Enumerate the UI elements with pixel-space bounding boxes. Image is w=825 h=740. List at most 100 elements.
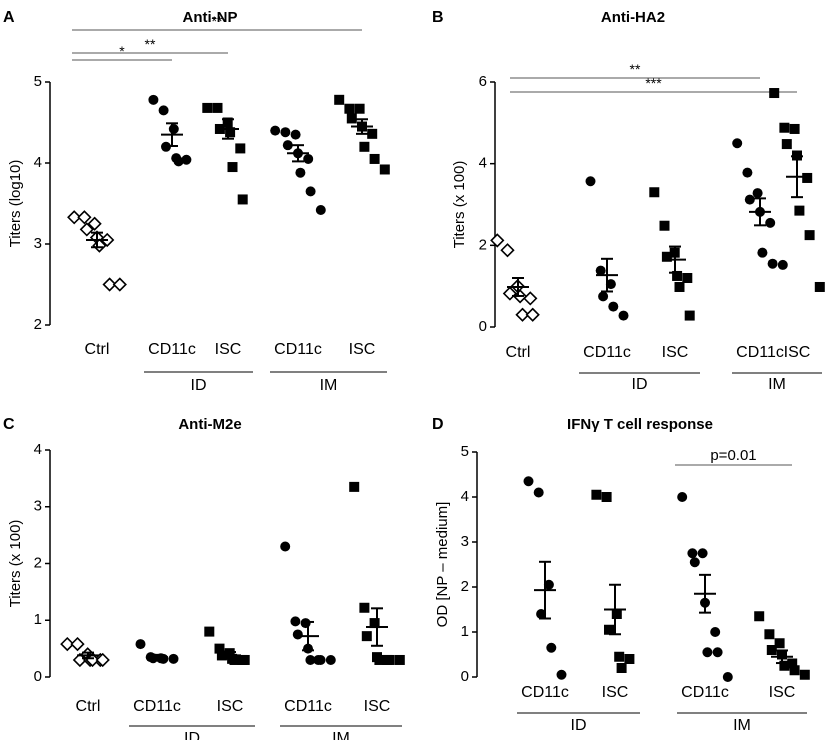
data-point-square	[799, 669, 810, 680]
data-point-circle	[270, 125, 281, 136]
significance-label: **	[212, 13, 223, 29]
data-point-diamond	[102, 277, 117, 292]
data-point-circle	[536, 609, 547, 619]
y-axis-label: Titers (x 100)	[451, 161, 468, 249]
data-point-circle	[303, 153, 314, 164]
x-tick-label: ISC	[349, 341, 376, 358]
data-point-circle	[585, 176, 596, 187]
y-tick-label: 4	[34, 154, 42, 171]
data-point-circle	[282, 140, 293, 151]
group-label: ID	[571, 717, 587, 734]
data-point-circle	[687, 548, 698, 559]
data-point-diamond	[67, 210, 82, 225]
data-point-circle	[556, 669, 567, 680]
data-point-circle	[305, 186, 316, 197]
data-point-square	[235, 143, 246, 154]
data-point-diamond	[70, 636, 85, 652]
data-point-square	[374, 654, 385, 665]
data-point-circle	[305, 654, 316, 665]
chart-title: Anti-NP	[183, 9, 238, 26]
data-point-square	[774, 638, 785, 649]
panel-letter: A	[3, 9, 15, 26]
data-point-circle	[135, 639, 146, 650]
x-tick-label: ISC	[769, 684, 796, 701]
x-tick-label: ISC	[784, 344, 811, 361]
data-point-square	[779, 660, 790, 671]
data-point-circle	[712, 647, 723, 658]
data-point-circle	[608, 301, 619, 312]
x-tick-label: CD11c	[133, 698, 181, 715]
data-point-square	[814, 281, 825, 292]
data-point-square	[361, 631, 372, 642]
data-point-circle	[300, 618, 311, 629]
data-point-square	[779, 122, 790, 133]
data-point-circle	[732, 138, 743, 149]
data-point-square	[384, 654, 395, 665]
data-point-square	[394, 654, 405, 665]
data-point-circle	[546, 642, 557, 653]
data-point-circle	[280, 541, 291, 552]
data-point-diamond	[500, 243, 515, 258]
group-label: ID	[191, 377, 207, 394]
y-tick-label: 2	[479, 236, 487, 253]
data-point-circle	[168, 653, 179, 664]
x-tick-label: CD11c	[274, 341, 322, 358]
data-point-diamond	[87, 216, 102, 231]
y-tick-label: 3	[34, 235, 42, 252]
y-tick-label: 5	[461, 443, 469, 460]
data-point-circle	[325, 654, 336, 665]
data-point-circle	[158, 105, 169, 116]
data-point-square	[354, 103, 365, 114]
x-tick-label: ISC	[217, 698, 244, 715]
data-point-diamond	[77, 210, 92, 225]
y-tick-label: 0	[479, 318, 487, 335]
significance-label: ***	[645, 75, 662, 91]
data-point-circle	[543, 579, 554, 590]
panel-c: C Anti-M2e 0 1 2 3 4 Titers (x 100) Ctrl CD11c ISC…	[3, 416, 405, 740]
data-point-square	[789, 665, 800, 676]
data-point-circle	[618, 310, 629, 321]
data-point-square	[754, 611, 765, 622]
data-point-square	[601, 492, 612, 502]
data-point-circle	[677, 492, 688, 502]
y-tick-label: 3	[461, 533, 469, 550]
data-point-square	[614, 651, 625, 662]
data-point-circle	[315, 654, 326, 665]
data-point-square	[349, 481, 360, 492]
x-tick-label: ISC	[364, 698, 391, 715]
x-tick-label: CD11c	[148, 341, 196, 358]
x-tick-label: CD11c	[521, 684, 569, 701]
y-tick-label: 4	[479, 155, 487, 172]
data-point-square	[661, 251, 672, 262]
data-point-circle	[689, 557, 700, 568]
data-point-square	[781, 139, 792, 150]
x-tick-label: Ctrl	[85, 341, 110, 358]
data-point-square	[802, 172, 813, 183]
data-point-square	[359, 602, 370, 613]
data-point-circle	[280, 127, 291, 138]
data-point-square	[804, 230, 815, 241]
data-point-square	[344, 103, 355, 114]
panel-d: D IFNγ T cell response 0 1 2 3 4 5 OD [NP – medi…	[432, 416, 810, 734]
data-point-square	[359, 141, 370, 152]
data-point-circle	[765, 217, 776, 228]
y-tick-label: 2	[34, 316, 42, 333]
panel-letter: D	[432, 416, 444, 433]
data-point-square	[794, 205, 805, 216]
y-tick-label: 0	[34, 668, 42, 685]
x-tick-label: CD11c	[284, 698, 332, 715]
panel-letter: C	[3, 416, 15, 433]
data-point-square	[769, 88, 780, 99]
x-tick-label: CD11c	[681, 684, 729, 701]
data-point-diamond	[502, 286, 518, 301]
data-point-diamond	[95, 652, 110, 668]
group-label: IM	[768, 376, 786, 393]
y-tick-label: 5	[34, 73, 42, 90]
significance-label: **	[145, 36, 156, 52]
data-point-square	[202, 102, 213, 113]
data-point-diamond	[515, 307, 530, 322]
data-point-diamond	[112, 277, 127, 292]
data-point-circle	[315, 204, 326, 215]
group-label: IM	[733, 717, 751, 734]
data-point-square	[789, 123, 800, 134]
